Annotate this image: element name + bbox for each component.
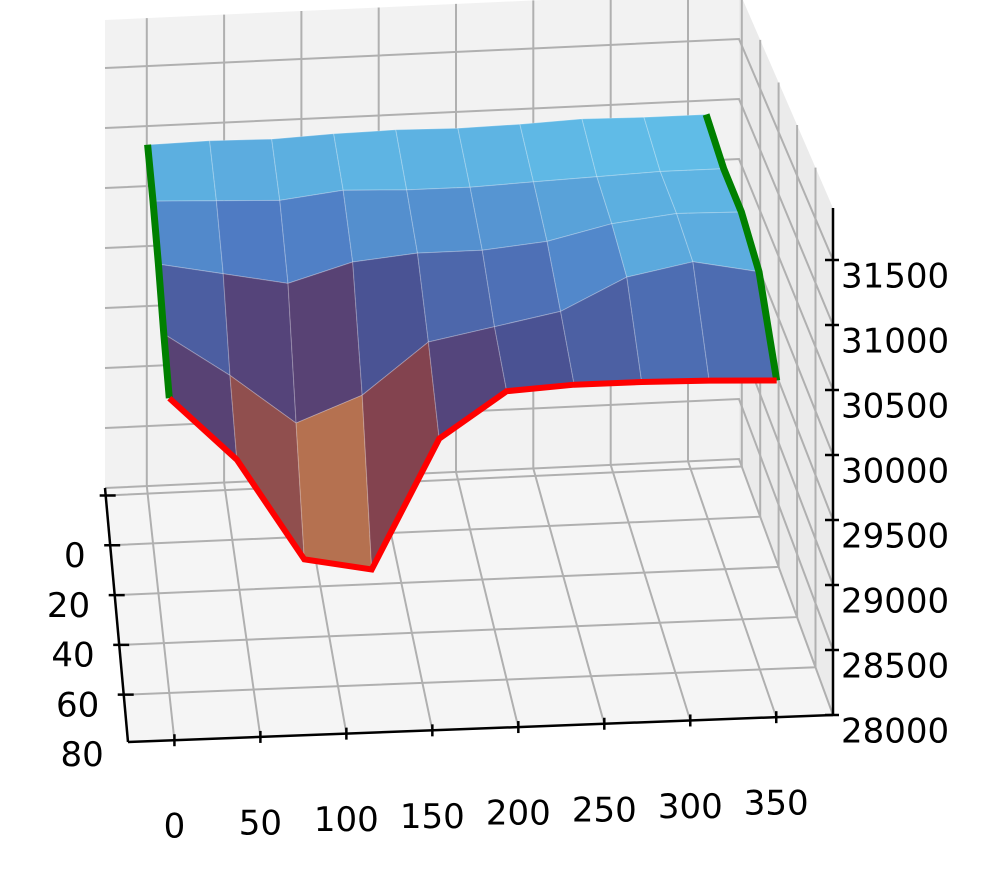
x-axis	[127, 713, 834, 744]
surface-patch	[295, 394, 373, 571]
x-tick-label: 100	[314, 800, 379, 840]
y-tick-label: 40	[51, 636, 94, 676]
z-tick-label: 31000	[841, 322, 949, 362]
z-tick-label: 29000	[841, 582, 949, 622]
y-tick-label: 0	[64, 536, 86, 576]
x-tick-label: 50	[239, 803, 282, 843]
front-edge	[167, 377, 777, 573]
grid-line	[104, 37, 834, 261]
floor-pane	[105, 459, 833, 742]
grid-line	[104, 97, 834, 326]
surface-patch	[271, 133, 344, 201]
z-tick-label: 29500	[841, 517, 949, 557]
z-tick-label: 30500	[841, 387, 949, 427]
surface-patch	[147, 140, 217, 202]
side-edge	[144, 144, 173, 399]
surface-patch	[152, 200, 224, 275]
surface-patch	[287, 261, 363, 424]
z-tick-label: 28000	[841, 712, 949, 752]
surface-patch	[215, 199, 289, 284]
x-tick-label: 250	[572, 790, 637, 830]
x-tick-label: 300	[658, 787, 723, 827]
surface-patch	[395, 127, 471, 191]
z-tick-label: 28500	[841, 647, 949, 687]
y-axis	[103, 487, 130, 743]
y-tick-label: 20	[47, 586, 90, 626]
side-edge	[702, 113, 781, 382]
surface-patch	[406, 186, 483, 254]
y-tick-label: 60	[56, 685, 99, 725]
z-tick-label: 30000	[841, 452, 949, 492]
surface-patch	[416, 249, 496, 343]
y-tick-label: 80	[60, 735, 103, 775]
z-tick-label: 31500	[841, 257, 949, 297]
surface-patch	[333, 129, 408, 191]
x-tick-label: 350	[744, 784, 809, 824]
x-tick-label: 0	[164, 807, 186, 847]
x-tick-label: 200	[486, 794, 551, 834]
surface-patch	[209, 138, 281, 202]
surface-patch	[342, 189, 419, 263]
x-tick-label: 150	[400, 797, 465, 837]
side-pane	[739, 0, 833, 715]
